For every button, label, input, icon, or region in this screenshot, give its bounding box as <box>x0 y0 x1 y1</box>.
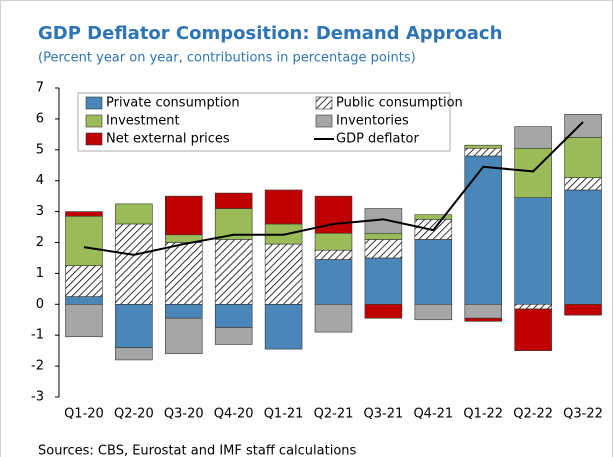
y-tick-label: 6 <box>36 111 44 126</box>
legend-swatch <box>85 132 103 146</box>
legend-label: Private consumption <box>106 96 240 111</box>
bar-segment <box>364 257 403 305</box>
bar-segment <box>464 147 502 157</box>
x-tick-label: Q2-22 <box>513 407 553 422</box>
bar-segment <box>115 223 153 305</box>
y-tick-label: -3 <box>31 390 44 405</box>
legend-label: Net external prices <box>106 132 230 147</box>
bar-segment <box>314 303 353 333</box>
bar-segment <box>65 211 103 217</box>
bar-segment <box>65 296 103 305</box>
bar-segment <box>364 239 403 259</box>
y-tick-label: 0 <box>36 297 44 312</box>
legend-swatch <box>85 114 103 128</box>
x-tick-label: Q4-21 <box>413 407 453 422</box>
bar-segment <box>514 126 552 149</box>
x-tick-label: Q2-20 <box>114 407 154 422</box>
y-tick-label: 3 <box>36 204 44 219</box>
y-tick-label: 2 <box>36 235 44 250</box>
bar-segment <box>464 155 502 305</box>
bar-segment <box>364 303 403 319</box>
chart-subtitle: (Percent year on year, contributions in … <box>38 51 416 66</box>
legend-swatch <box>315 114 333 128</box>
legend-label: Public consumption <box>336 96 463 111</box>
x-tick-label: Q3-20 <box>164 407 204 422</box>
x-tick-label: Q3-22 <box>563 407 603 422</box>
bar-segment <box>564 137 602 178</box>
x-tick-label: Q1-22 <box>463 407 503 422</box>
bar-segment <box>514 303 552 310</box>
bar-segment <box>264 189 303 225</box>
legend-box <box>77 92 451 152</box>
legend-swatch <box>315 96 333 110</box>
bar-segment <box>514 308 552 351</box>
y-tick-label: 4 <box>36 173 44 188</box>
chart-title: GDP Deflator Composition: Demand Approac… <box>38 23 502 44</box>
bar-segment <box>414 303 453 321</box>
bar-segment <box>65 215 103 266</box>
bar-segment <box>165 242 203 305</box>
bar-segment <box>364 232 403 240</box>
bar-segment <box>115 347 153 361</box>
bar-segment <box>464 317 502 322</box>
bar-segment <box>165 195 203 236</box>
bar-segment <box>414 214 453 220</box>
x-tick-label: Q1-21 <box>264 407 304 422</box>
bar-segment <box>464 303 502 319</box>
bar-segment <box>65 265 103 297</box>
bar-segment <box>214 239 253 305</box>
bar-segment <box>264 303 303 350</box>
bar-segment <box>264 243 303 305</box>
y-tick-label: 5 <box>36 142 44 157</box>
bar-segment <box>214 303 253 328</box>
line <box>83 121 584 256</box>
y-tick-label: 1 <box>36 266 44 281</box>
bar-segment <box>115 303 153 348</box>
bar-segment <box>514 147 552 198</box>
legend-label: Investment <box>106 114 180 129</box>
bar-segment <box>514 197 552 305</box>
bar-segment <box>214 327 253 345</box>
x-tick-label: Q1-20 <box>64 407 104 422</box>
bar-segment <box>314 249 353 260</box>
bar-segment <box>564 177 602 191</box>
bar-segment <box>414 239 453 305</box>
bar-segment <box>314 232 353 251</box>
bar-segment <box>564 303 602 316</box>
x-tick-label: Q3-21 <box>364 407 404 422</box>
legend-label: Inventories <box>336 114 409 129</box>
bar-segment <box>214 192 253 209</box>
bar-segment <box>115 203 153 225</box>
y-tick-label: 7 <box>36 81 44 96</box>
bar-segment <box>65 303 103 338</box>
bar-segment <box>314 259 353 305</box>
legend-swatch <box>85 96 103 110</box>
y-tick-label: -2 <box>31 359 44 374</box>
x-tick-label: Q4-20 <box>214 407 254 422</box>
bar-segment <box>165 317 203 355</box>
bar-segment <box>165 303 203 319</box>
legend-label: GDP deflator <box>336 132 420 147</box>
bar-segment <box>464 144 502 149</box>
bar-segment <box>564 189 602 305</box>
x-tick-label: Q2-21 <box>314 407 354 422</box>
source: Sources: CBS, Eurostat and IMF staff cal… <box>38 444 357 457</box>
y-tick-label: -1 <box>31 328 44 343</box>
